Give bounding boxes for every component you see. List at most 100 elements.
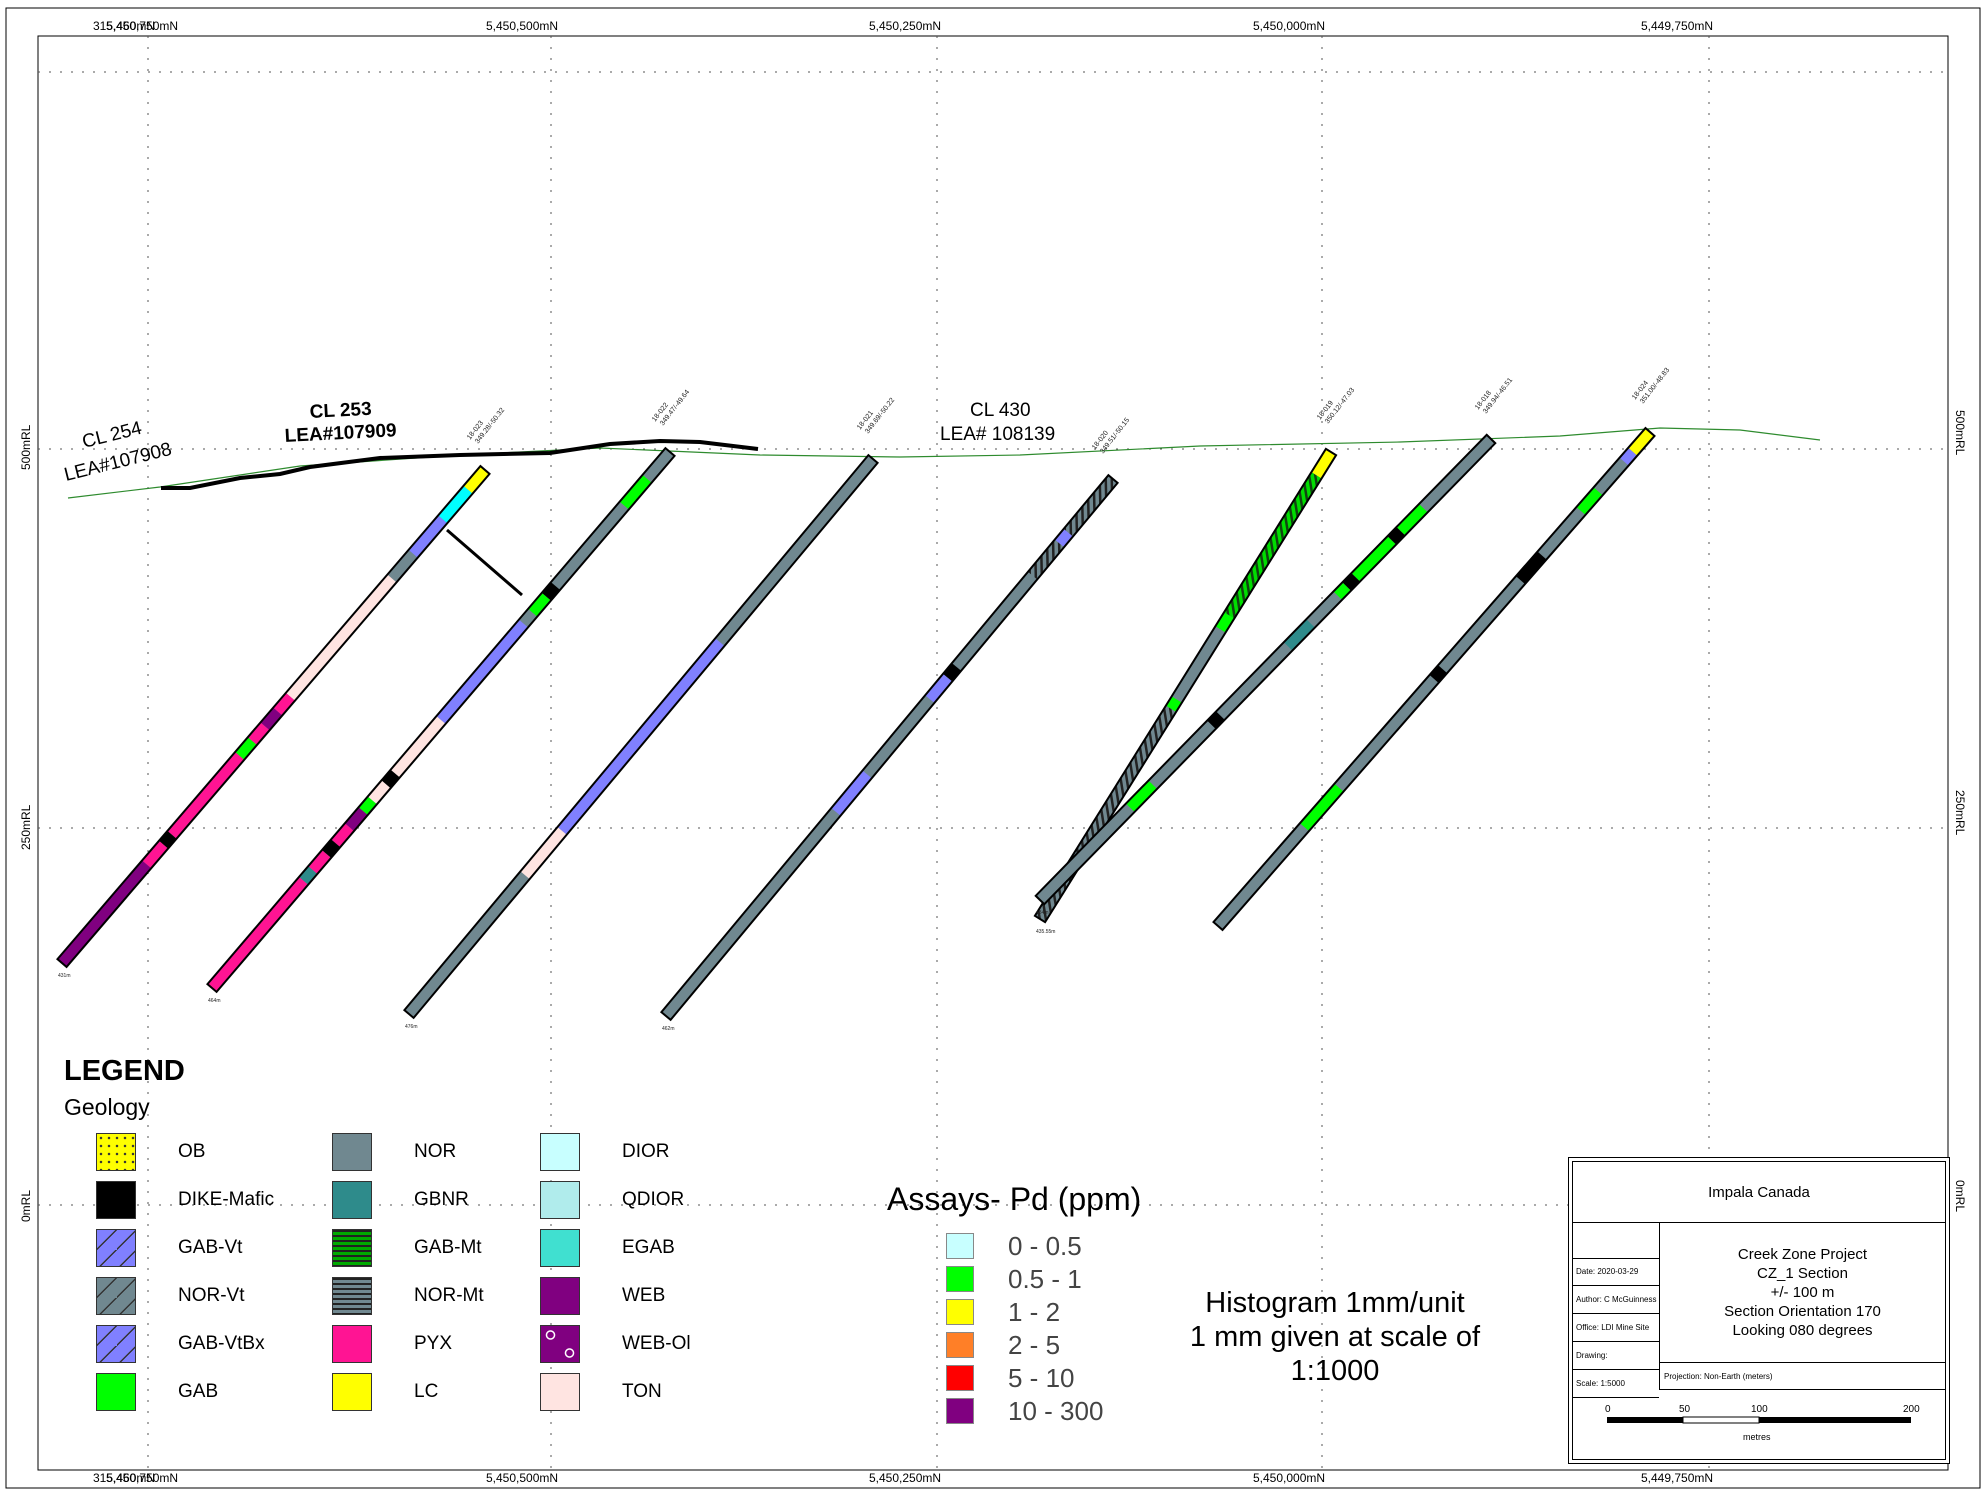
project-line-3: +/- 100 m: [1770, 1283, 1835, 1301]
drill-hole-end-depth: 435.55m: [1036, 929, 1055, 935]
legend-item: WEB-Ol: [540, 1324, 691, 1364]
lithology-interval: [344, 807, 368, 832]
title-block-date: Date: 2020-03-29: [1573, 1258, 1659, 1286]
grid-label-bottom-1: 5,450,750mN: [106, 1471, 178, 1485]
histogram-note-line1: Histogram 1mm/unit: [1205, 1287, 1465, 1319]
assay-swatch: [946, 1233, 974, 1259]
lithology-interval: [1537, 507, 1586, 560]
lithology-interval: [518, 608, 538, 628]
lease-label-lea107908: LEA#107908: [62, 439, 174, 486]
lithology-interval: [1429, 665, 1448, 683]
legend-label: NOR-Vt: [178, 1285, 245, 1306]
legend-swatch: [540, 1229, 580, 1267]
lithology-interval: [1593, 457, 1629, 496]
title-block-scale: Scale: 1:5000: [1573, 1370, 1659, 1398]
legend-item: GAB-Vt: [96, 1228, 242, 1268]
lithology-interval: [831, 770, 872, 816]
lithology-interval: [1628, 428, 1655, 456]
assay-label: 1 - 2: [1008, 1296, 1061, 1327]
drill-hole-outline: [1034, 433, 1497, 906]
drill-hole-end-depth: 434m: [1036, 910, 1049, 916]
grid-labels-bottom: 315,460mN 5,450,750mN 5,450,500mN 5,450,…: [93, 1471, 1713, 1485]
lithology-interval: [1387, 527, 1406, 545]
grid-label-bottom-0: 315,460mN: [93, 1471, 155, 1485]
project-line-5: Looking 080 degrees: [1732, 1321, 1873, 1339]
legend-subtitle: Geology: [64, 1094, 150, 1120]
grid-labels-top: 315,460mN 5,450,750mN 5,450,500mN 5,450,…: [93, 19, 1713, 33]
elev-right-250: 250mRL: [1953, 790, 1967, 836]
lithology-interval: [1311, 448, 1337, 479]
legend-swatch: [96, 1373, 136, 1411]
legend-swatch: [540, 1277, 580, 1315]
legend-item: OB: [96, 1132, 205, 1172]
legend-item: PYX: [332, 1324, 452, 1364]
title-block-blank-cell: [1573, 1222, 1659, 1259]
title-block-projection: Projection: Non-Earth (meters): [1659, 1362, 1945, 1390]
lithology-interval: [404, 871, 530, 1018]
legend-swatch: [96, 1181, 136, 1219]
grid-label-top-0: 315,460mN: [93, 19, 155, 33]
drill-hole-end-depth: 462m: [662, 1026, 675, 1032]
assay-swatch: [946, 1398, 974, 1424]
grid-label-top-2: 5,450,500mN: [486, 19, 558, 33]
assay-legend-item: 0.5 - 1: [946, 1264, 1082, 1294]
lithology-interval: [1576, 487, 1603, 515]
lithology-interval: [1125, 780, 1158, 812]
lease-boundary-line: [161, 438, 759, 490]
legend-label: GAB-Vt: [178, 1237, 243, 1258]
legend-label: GBNR: [414, 1189, 469, 1210]
scale-bar: 0 50 100 200 metres: [1573, 1390, 1945, 1459]
project-line-2: CZ_1 Section: [1757, 1264, 1848, 1282]
lithology-interval: [321, 839, 341, 858]
lithology-interval: [1515, 551, 1547, 585]
legend-swatch: [96, 1133, 136, 1171]
lithology-interval: [331, 823, 354, 848]
lithology-interval: [1419, 434, 1496, 513]
grid-label-top-5: 5,449,750mN: [1641, 19, 1713, 33]
lithology-interval: [142, 840, 169, 869]
grid-label-top-3: 5,450,250mN: [869, 19, 941, 33]
legend-swatch: [332, 1133, 372, 1171]
legend-item: GAB-Mt: [332, 1228, 482, 1268]
lithology-interval: [925, 673, 953, 704]
legend-label: NOR-Mt: [414, 1285, 484, 1306]
lithology-interval: [1306, 591, 1342, 628]
scale-tick-50: 50: [1679, 1404, 1691, 1415]
legend-label: GAB: [178, 1381, 219, 1402]
lithology-interval: [661, 808, 841, 1020]
legend-item: WEB: [540, 1276, 665, 1316]
grid-label-bottom-4: 5,450,000mN: [1253, 1471, 1325, 1485]
scale-seg-2: [1682, 1416, 1760, 1424]
lithology-interval: [951, 571, 1038, 671]
lithology-interval: [1351, 536, 1397, 582]
histogram-note-line2: 1 mm given at scale of: [1189, 1321, 1481, 1353]
title-block-project: Creek Zone Project CZ_1 Section +/- 100 …: [1659, 1222, 1945, 1362]
grid-label-bottom-5: 5,449,750mN: [1641, 1471, 1713, 1485]
outer-frame: [5, 7, 1981, 1489]
legend-swatch: [540, 1373, 580, 1411]
drill-hole-outline: [56, 464, 491, 969]
lithology-interval: [619, 474, 652, 510]
elev-left-250: 250mRL: [19, 804, 33, 850]
lithology-interval: [1213, 823, 1309, 930]
legend-item: GAB-VtBx: [96, 1324, 265, 1364]
lithology-interval: [247, 722, 270, 746]
title-block-office: Office: LDI Mine Site: [1573, 1314, 1659, 1342]
legend-item: NOR-Mt: [332, 1276, 484, 1316]
elev-right-0: 0mRL: [1953, 1180, 1967, 1212]
legend-item: NOR: [332, 1132, 456, 1172]
elev-left-500: 500mRL: [19, 424, 33, 470]
assay-label: 10 - 300: [1008, 1395, 1104, 1426]
lease-label-cl430: CL 430: [970, 400, 1031, 421]
legend-label: WEB-Ol: [622, 1333, 691, 1354]
legend-label: LC: [414, 1381, 439, 1402]
lithology-interval: [715, 455, 878, 646]
legend-label: TON: [622, 1381, 662, 1402]
grid-label-top-1: 5,450,750mN: [106, 19, 178, 33]
lease-label-cl253: CL 253: [309, 399, 372, 423]
lithology-interval: [1171, 626, 1226, 703]
assay-label: 5 - 10: [1008, 1362, 1075, 1393]
lithology-interval: [235, 737, 257, 760]
